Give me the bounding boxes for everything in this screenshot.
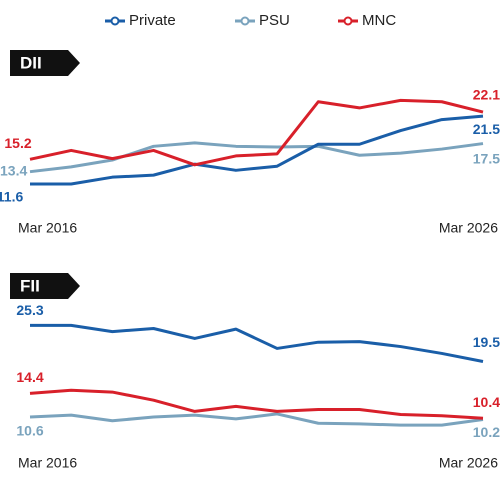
- data-label: 13.4: [0, 162, 27, 178]
- legend-marker: [343, 16, 353, 26]
- series-line: [29, 141, 484, 174]
- chart-title: FII: [20, 276, 40, 295]
- x-tick-label: Mar 2026: [439, 455, 498, 471]
- x-tick-label: Mar 2016: [18, 455, 77, 471]
- data-label: 10.4: [473, 394, 500, 410]
- data-label: 17.5: [473, 150, 500, 166]
- title-badge: [10, 273, 80, 299]
- data-label: 19.5: [473, 334, 500, 350]
- legend-label: Private: [129, 12, 176, 29]
- series-line: [30, 323, 484, 364]
- series-line: [30, 114, 484, 186]
- data-label: 15.2: [4, 135, 31, 151]
- series-line: [29, 412, 484, 427]
- data-label: 14.4: [16, 369, 43, 385]
- data-label: 25.3: [16, 302, 43, 318]
- legend-label: MNC: [362, 12, 396, 29]
- series-line: [29, 98, 484, 167]
- legend-label: PSU: [259, 12, 290, 29]
- series-line: [29, 388, 484, 420]
- legend-marker: [110, 16, 120, 26]
- legend-marker: [240, 16, 250, 26]
- chart-title: DII: [20, 53, 42, 72]
- title-badge: [10, 50, 80, 76]
- data-label: 22.1: [473, 87, 500, 103]
- x-tick-label: Mar 2016: [18, 220, 77, 236]
- data-label: 10.6: [16, 423, 43, 439]
- data-label: 11.6: [0, 189, 23, 205]
- x-tick-label: Mar 2026: [439, 220, 498, 236]
- data-label: 21.5: [473, 121, 500, 137]
- data-label: 10.2: [473, 424, 500, 440]
